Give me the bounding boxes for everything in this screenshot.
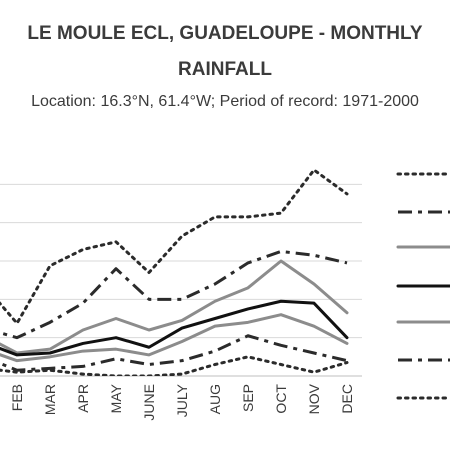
series-lines	[0, 168, 349, 376]
series-line-5	[0, 313, 349, 363]
series-line-2	[0, 249, 348, 340]
series-line-3	[0, 259, 349, 355]
x-tick-label-feb: FEB	[9, 384, 25, 411]
x-tick-label-dec: DEC	[339, 384, 355, 414]
x-tick-label-aug: AUG	[207, 384, 223, 414]
series-line-7	[0, 355, 349, 376]
x-tick-label-nov: NOV	[306, 383, 322, 414]
x-tick-label-may: MAY	[108, 383, 124, 413]
gridlines	[0, 183, 362, 339]
x-tick-labels: FEB MAR APR MAY JUNE JULY AUG SEP OCT NOV DEC	[9, 383, 355, 420]
series-line-6	[0, 334, 348, 372]
x-tick-label-july: JULY	[174, 383, 190, 417]
x-tick-label-mar: MAR	[42, 384, 58, 415]
chart-title-line-1: LE MOULE ECL, GUADELOUPE - MONTHLY	[27, 23, 423, 44]
series-line-1	[0, 168, 349, 325]
x-tick-label-sep: SEP	[240, 384, 256, 412]
x-tick-label-apr: APR	[75, 384, 91, 413]
series-line-4	[0, 299, 349, 357]
chart-subtitle: Location: 16.3°N, 61.4°W; Period of reco…	[31, 93, 419, 110]
legend	[396, 172, 450, 400]
x-tick-label-oct: OCT	[273, 384, 289, 414]
chart-title-line-2: RAINFALL	[178, 59, 272, 80]
x-tick-label-june: JUNE	[141, 384, 157, 421]
